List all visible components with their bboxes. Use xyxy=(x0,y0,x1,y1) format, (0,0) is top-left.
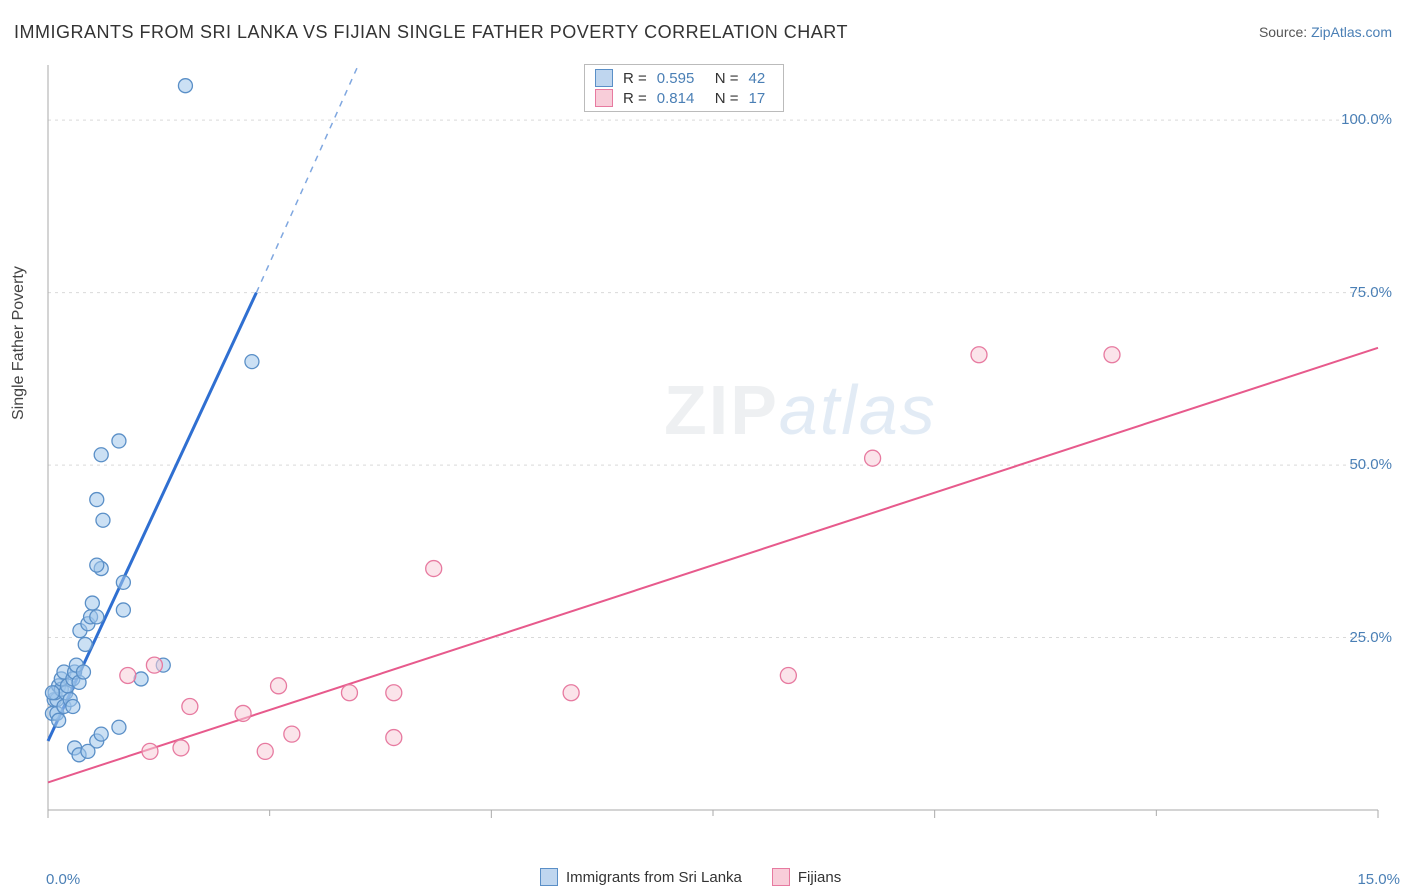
n-label: N = xyxy=(715,90,739,107)
stats-legend: R = 0.595 N = 42 R = 0.814 N = 17 xyxy=(584,64,784,112)
n-value: 42 xyxy=(749,70,773,87)
stats-legend-row: R = 0.814 N = 17 xyxy=(595,89,773,107)
legend-swatch xyxy=(540,868,558,886)
legend-swatch xyxy=(595,89,613,107)
n-value: 17 xyxy=(749,90,773,107)
ytick-label: 25.0% xyxy=(1349,629,1392,646)
source-link[interactable]: ZipAtlas.com xyxy=(1311,24,1392,40)
xtick-label: 15.0% xyxy=(1357,871,1400,888)
r-label: R = xyxy=(623,70,647,87)
series-legend-label: Fijians xyxy=(798,869,841,886)
xtick-label: 0.0% xyxy=(46,871,80,888)
r-value: 0.595 xyxy=(657,70,705,87)
r-value: 0.814 xyxy=(657,90,705,107)
legend-swatch xyxy=(772,868,790,886)
r-label: R = xyxy=(623,90,647,107)
series-legend: Immigrants from Sri Lanka Fijians xyxy=(540,868,841,886)
series-legend-item: Immigrants from Sri Lanka xyxy=(540,868,742,886)
source-citation: Source: ZipAtlas.com xyxy=(1259,24,1392,40)
chart-title: IMMIGRANTS FROM SRI LANKA VS FIJIAN SING… xyxy=(14,22,848,43)
series-legend-item: Fijians xyxy=(772,868,841,886)
series-legend-label: Immigrants from Sri Lanka xyxy=(566,869,742,886)
ytick-label: 75.0% xyxy=(1349,284,1392,301)
ytick-label: 50.0% xyxy=(1349,456,1392,473)
legend-swatch xyxy=(595,69,613,87)
y-axis-label: Single Father Poverty xyxy=(10,266,28,420)
plot-area: ZIPatlas xyxy=(44,60,1392,850)
scatter-plot-svg xyxy=(44,60,1392,850)
ytick-label: 100.0% xyxy=(1341,111,1392,128)
chart-container: IMMIGRANTS FROM SRI LANKA VS FIJIAN SING… xyxy=(0,0,1406,892)
source-label: Source: xyxy=(1259,24,1311,40)
n-label: N = xyxy=(715,70,739,87)
stats-legend-row: R = 0.595 N = 42 xyxy=(595,69,773,87)
